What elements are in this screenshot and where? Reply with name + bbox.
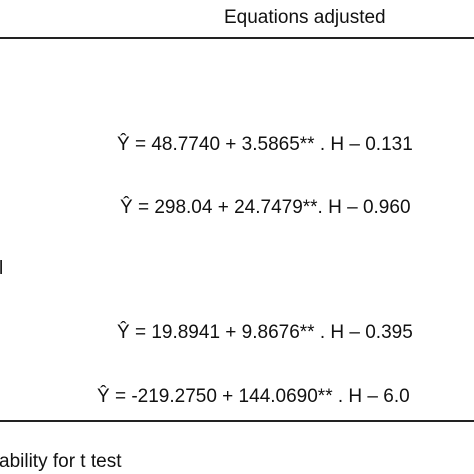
footnote: ability for t test: [0, 451, 122, 472]
equation: Ŷ = 19.8941 + 9.8676** . H – 0.395: [117, 322, 413, 343]
equation: Ŷ = 298.04 + 24.7479**. H – 0.960: [120, 197, 411, 218]
equation: Ŷ = -219.2750 + 144.0690** . H – 6.0: [97, 386, 410, 407]
column-header: Equations adjusted: [224, 7, 386, 28]
header-rule: [0, 37, 474, 39]
row-label: l: [0, 258, 4, 279]
bottom-rule: [0, 420, 474, 422]
equation: Ŷ = 48.7740 + 3.5865** . H – 0.131: [117, 134, 413, 155]
